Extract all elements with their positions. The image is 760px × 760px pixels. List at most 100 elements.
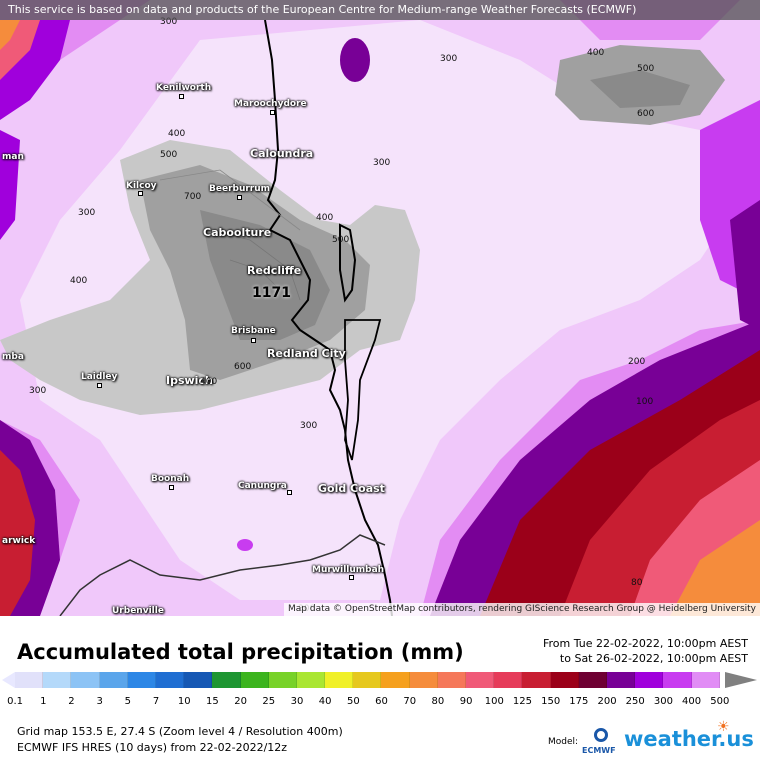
city-urbenville: Urbenville [112, 606, 164, 616]
scale-label: 100 [484, 696, 504, 707]
ecmwf-banner: This service is based on data and produc… [0, 0, 760, 20]
ecmwf-mark-icon [594, 728, 608, 742]
contour-label: 100 [636, 397, 654, 407]
footer-info: Grid map 153.5 E, 27.4 S (Zoom level 4 /… [17, 724, 343, 756]
color-scale: 0.1 1 2 3 5 7 10 15 20 25 30 40 50 60 70 80 90 100 125 150 1… [0, 670, 760, 710]
contour-label: 500 [637, 64, 655, 74]
scale-cell [466, 672, 495, 688]
brand-text: weather.us [624, 727, 754, 751]
grid-info: Grid map 153.5 E, 27.4 S (Zoom level 4 /… [17, 725, 343, 738]
peak-value: 1171 [252, 285, 291, 301]
contour-label: 300 [300, 421, 318, 431]
scale-label: 60 [375, 696, 388, 707]
contour-label: 400 [587, 48, 605, 58]
scale-cell [15, 672, 44, 688]
model-info: ECMWF IFS HRES (10 days) from 22-02-2022… [17, 741, 288, 754]
city-brisbane: Brisbane [231, 326, 276, 336]
city-boonah: Boonah [151, 474, 190, 484]
contour-label: 600 [637, 109, 655, 119]
city-warwick-partial: arwick [2, 536, 36, 546]
city-canungra: Canungra [238, 481, 287, 491]
contour-label: 300 [29, 386, 47, 396]
contour-label: 600 [234, 362, 252, 372]
contour-label: 500 [160, 150, 178, 160]
scale-label: 40 [318, 696, 332, 707]
scale-label: 150 [541, 696, 561, 707]
contour-label: 300 [440, 54, 458, 64]
scale-bar [15, 672, 720, 688]
contour-label: 400 [70, 276, 88, 286]
scale-label: 80 [431, 696, 445, 707]
scale-label: 200 [597, 696, 617, 707]
city-murwillumbah: Murwillumbah [312, 565, 385, 575]
contour-label: 300 [160, 17, 178, 27]
scale-label: 7 [152, 696, 160, 707]
contour-label: 300 [78, 208, 96, 218]
ecmwf-logo-text: ECMWF [582, 746, 616, 755]
sun-icon: ☀ [717, 719, 730, 735]
ecmwf-logo[interactable]: ECMWF [582, 728, 618, 756]
scale-cell [99, 672, 128, 688]
scale-cell [43, 672, 72, 688]
scale-label: 30 [290, 696, 304, 707]
scale-cell [325, 672, 354, 688]
scale-cell [409, 672, 438, 688]
city-marker [138, 191, 143, 196]
city-goldcoast: Gold Coast [318, 482, 385, 495]
map-canvas [0, 0, 760, 616]
scale-cell [494, 672, 523, 688]
city-caboolture: Caboolture [203, 226, 272, 239]
scale-label: 175 [569, 696, 589, 707]
contour-label: 400 [168, 129, 186, 139]
city-marker [237, 195, 242, 200]
scale-label: 70 [403, 696, 417, 707]
scale-cell [127, 672, 156, 688]
city-redland: Redland City [267, 347, 346, 360]
city-ipswich: Ipswich [166, 374, 213, 387]
map-attribution[interactable]: Map data © OpenStreetMap contributors, r… [284, 603, 760, 616]
city-marker [169, 485, 174, 490]
period-from: From Tue 22-02-2022, 10:00pm AEST [542, 637, 748, 650]
city-kilcoy: Kilcoy [126, 181, 157, 191]
scale-label: 50 [346, 696, 360, 707]
contour-label: 80 [631, 578, 643, 588]
scale-arrow-left [2, 672, 15, 688]
contour-label: 700 [184, 192, 202, 202]
contour-label: 500 [332, 235, 350, 245]
scale-cell [184, 672, 213, 688]
scale-cell [578, 672, 607, 688]
forecast-period: From Tue 22-02-2022, 10:00pm AEST to Sat… [543, 636, 748, 666]
scale-cell [240, 672, 269, 688]
city-redcliffe: Redcliffe [247, 264, 302, 277]
scale-label: 125 [512, 696, 533, 707]
scale-label: 10 [177, 696, 191, 707]
period-to: to Sat 26-02-2022, 10:00pm AEST [559, 652, 748, 665]
scale-label: 5 [124, 696, 132, 707]
scale-label: 1 [40, 696, 47, 707]
scale-cell [550, 672, 579, 688]
city-marker [251, 338, 256, 343]
city-maroochydore: Maroochydore [234, 99, 307, 109]
scale-label: 25 [262, 696, 276, 707]
city-beerburrum: Beerburrum [209, 184, 271, 194]
scale-label: 2 [68, 696, 75, 707]
city-marker [97, 383, 102, 388]
weather-us-logo[interactable]: weather.us ☀ [624, 719, 754, 751]
scale-label: 400 [682, 696, 702, 707]
contour-label: 300 [373, 158, 391, 168]
scale-cell [635, 672, 664, 688]
model-label: Model: [548, 737, 579, 747]
city-gympie-partial: man [2, 152, 24, 162]
scale-cell [268, 672, 297, 688]
scale-label: 0.1 [7, 696, 24, 707]
city-caloundra: Caloundra [250, 147, 314, 160]
city-marker [287, 490, 292, 495]
scale-label: 500 [710, 696, 730, 707]
scale-cell [155, 672, 185, 688]
scale-cell [522, 672, 551, 688]
scale-cell [606, 672, 636, 688]
city-kenilworth: Kenilworth [156, 83, 212, 93]
scale-cell [691, 672, 720, 688]
scale-cell [663, 672, 692, 688]
precipitation-map[interactable]: Kenilworth Maroochydore Caloundra Kilcoy… [0, 0, 760, 616]
